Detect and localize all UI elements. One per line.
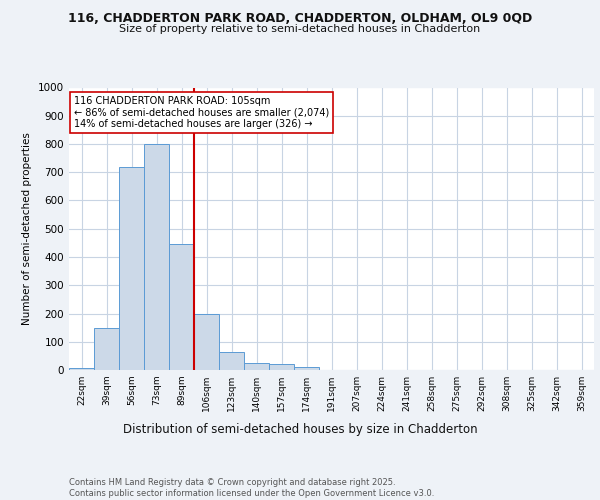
- Bar: [294, 367, 319, 370]
- Bar: [144, 144, 169, 370]
- Text: 116 CHADDERTON PARK ROAD: 105sqm
← 86% of semi-detached houses are smaller (2,07: 116 CHADDERTON PARK ROAD: 105sqm ← 86% o…: [74, 96, 329, 129]
- Bar: [194, 314, 219, 370]
- Bar: [219, 352, 244, 370]
- Text: 116, CHADDERTON PARK ROAD, CHADDERTON, OLDHAM, OL9 0QD: 116, CHADDERTON PARK ROAD, CHADDERTON, O…: [68, 12, 532, 26]
- Text: Contains HM Land Registry data © Crown copyright and database right 2025.
Contai: Contains HM Land Registry data © Crown c…: [69, 478, 434, 498]
- Text: Distribution of semi-detached houses by size in Chadderton: Distribution of semi-detached houses by …: [122, 422, 478, 436]
- Text: Size of property relative to semi-detached houses in Chadderton: Size of property relative to semi-detach…: [119, 24, 481, 34]
- Bar: [119, 167, 144, 370]
- Bar: [244, 363, 269, 370]
- Bar: [94, 328, 119, 370]
- Y-axis label: Number of semi-detached properties: Number of semi-detached properties: [22, 132, 32, 325]
- Bar: [69, 368, 94, 370]
- Bar: [169, 244, 194, 370]
- Bar: [269, 364, 294, 370]
